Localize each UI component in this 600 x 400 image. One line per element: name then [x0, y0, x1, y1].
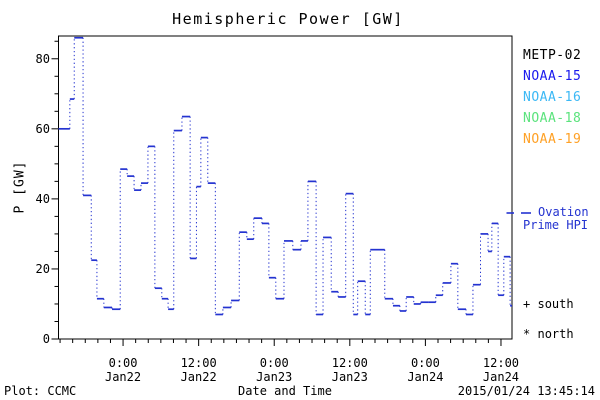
x-axis-title: Date and Time: [238, 384, 332, 398]
plus-marker-icon: +: [523, 297, 531, 311]
y-tick-label: 60: [36, 122, 50, 136]
x-tick-time-label: 12:00: [181, 356, 217, 370]
asterisk-marker-icon: *: [523, 327, 531, 341]
plot-title: Hemispheric Power [GW]: [172, 10, 404, 28]
ovation-legend-line2: Prime HPI: [523, 218, 589, 232]
legend-satellite-noaa-16: NOAA-16: [523, 90, 582, 105]
plot-frame: [58, 35, 513, 340]
legend-satellite-noaa-19: NOAA-19: [523, 132, 582, 147]
y-tick-label: 20: [36, 262, 50, 276]
footer-plot-source: Plot: CCMC: [4, 384, 77, 398]
y-tick-label: 40: [36, 192, 50, 206]
y-tick-label: 0: [43, 332, 50, 346]
x-tick-date-label: Jan22: [105, 370, 141, 384]
x-tick-time-label: 12:00: [332, 356, 368, 370]
y-tick-label: 80: [36, 52, 50, 66]
x-tick-date-label: Jan24: [407, 370, 443, 384]
x-tick-time-label: 0:00: [260, 356, 289, 370]
x-tick-time-label: 12:00: [483, 356, 519, 370]
south-marker-legend: + south: [523, 297, 574, 311]
x-tick-time-label: 0:00: [411, 356, 440, 370]
legend-satellite-metp-02: METP-02: [523, 48, 582, 63]
legend-satellite-noaa-18: NOAA-18: [523, 111, 582, 126]
legend-satellite-noaa-15: NOAA-15: [523, 69, 582, 84]
satellite-legend: METP-02 NOAA-15 NOAA-16 NOAA-18 NOAA-19: [523, 48, 581, 153]
south-marker-label: south: [537, 297, 574, 311]
y-axis-label: P [GW]: [12, 160, 28, 214]
x-tick-date-label: Jan23: [332, 370, 368, 384]
north-marker-legend: * north: [523, 327, 574, 341]
x-tick-date-label: Jan23: [256, 370, 292, 384]
x-tick-date-label: Jan22: [181, 370, 217, 384]
ovation-legend-line1: Ovation: [538, 205, 589, 219]
x-tick-time-label: 0:00: [109, 356, 138, 370]
footer-timestamp: 2015/01/24 13:45:14: [457, 384, 595, 398]
north-marker-label: north: [537, 327, 574, 341]
x-tick-date-label: Jan24: [483, 370, 519, 384]
